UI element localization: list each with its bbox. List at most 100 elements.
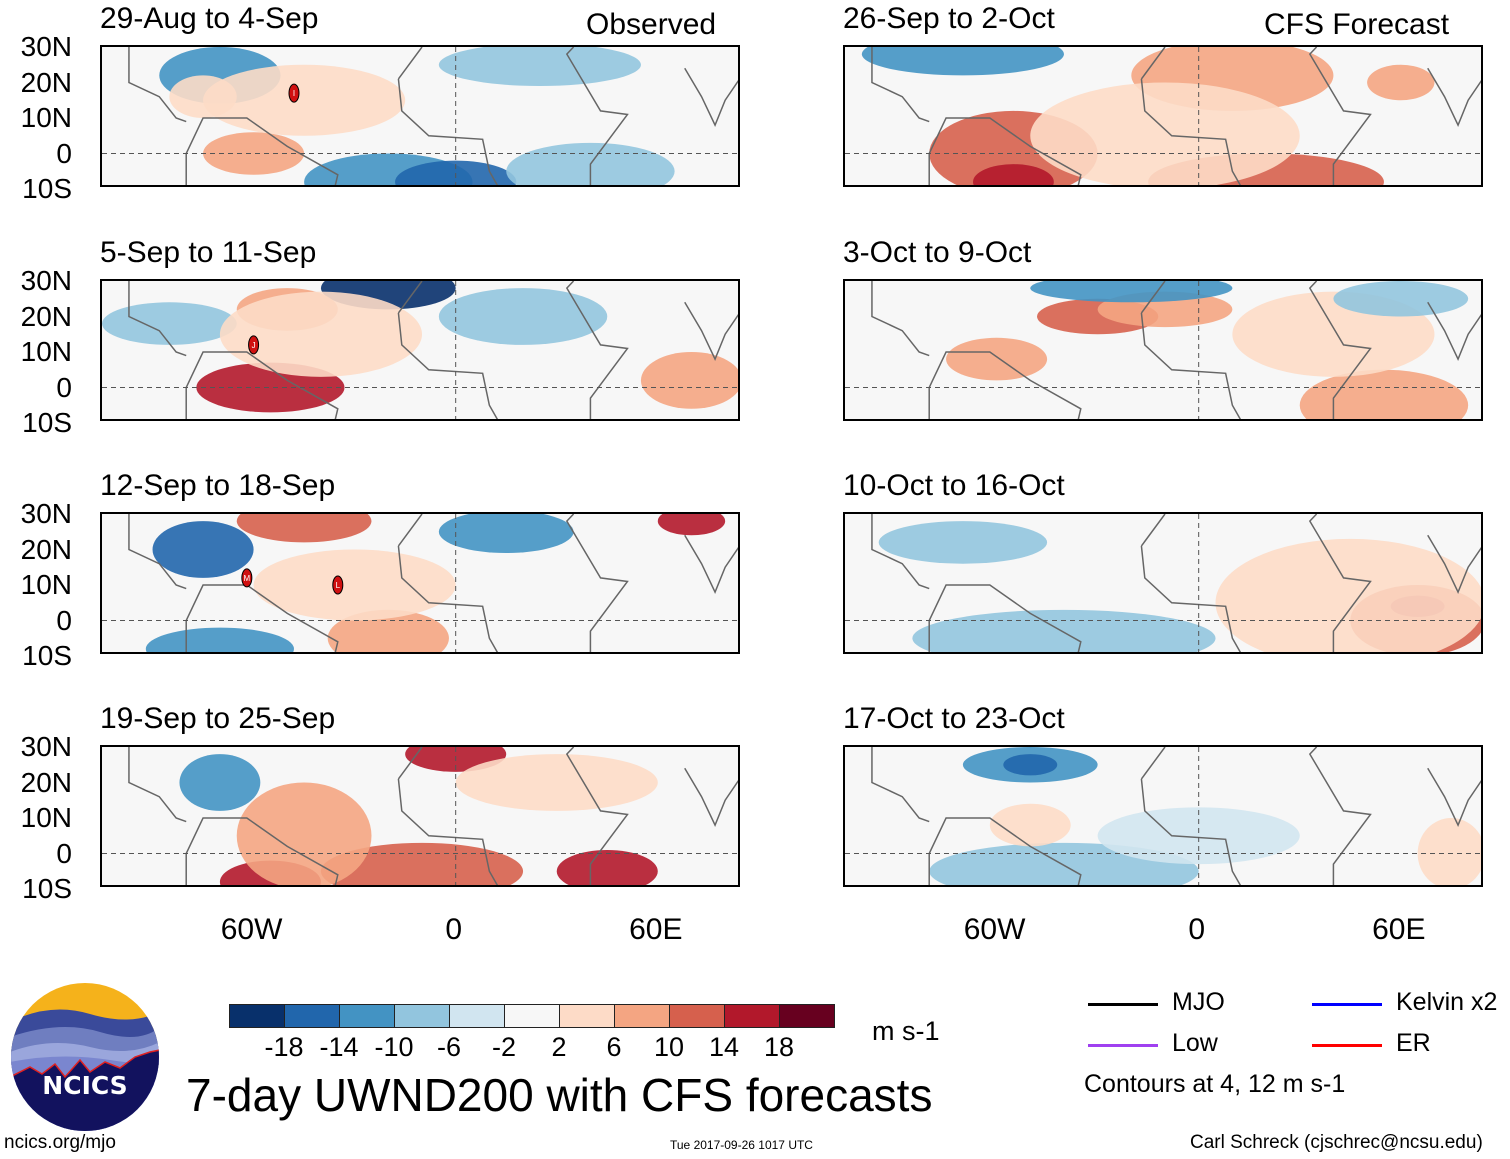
tropical-storm-icon: I xyxy=(288,83,300,103)
colorbar-swatch xyxy=(449,1004,505,1028)
lat-tick-label: 0 xyxy=(56,137,72,169)
anomaly-region xyxy=(1299,369,1469,419)
colorbar-swatch xyxy=(779,1004,835,1028)
anomaly-region xyxy=(179,754,261,811)
legend-label: ER xyxy=(1396,1029,1431,1057)
legend-swatch xyxy=(1088,1003,1158,1006)
contour-note: Contours at 4, 12 m s-1 xyxy=(1084,1070,1346,1098)
anomaly-region xyxy=(219,291,422,377)
anomaly-field xyxy=(845,747,1481,885)
timestamp: Tue 2017-09-26 1017 UTC xyxy=(670,1138,813,1152)
anomaly-region xyxy=(395,160,517,185)
colorbar-swatch xyxy=(339,1004,395,1028)
tropical-storm-icon: M xyxy=(241,568,253,588)
anomaly-region xyxy=(1367,64,1435,101)
lat-tick-label: 20N xyxy=(20,533,72,565)
anomaly-field xyxy=(845,281,1481,419)
anomaly-region xyxy=(1417,818,1481,885)
anomaly-region xyxy=(556,849,658,885)
lat-tick-label: 10N xyxy=(20,102,72,133)
forecast-header: CFS Forecast xyxy=(1264,8,1450,41)
colorbar-swatch xyxy=(284,1004,340,1028)
anomaly-field xyxy=(102,747,738,885)
map-panel xyxy=(843,45,1483,187)
lat-tick-label: 10S xyxy=(22,173,72,204)
legend-label: MJO xyxy=(1172,988,1225,1016)
colorbar-tick-label: 10 xyxy=(653,1032,685,1062)
tropical-storm-icon: J xyxy=(248,335,260,355)
lat-tick-label: 30N xyxy=(20,498,72,529)
panel-title: 29-Aug to 4-Sep xyxy=(100,2,319,35)
anomaly-field xyxy=(845,47,1481,185)
colorbar-tick-label: -18 xyxy=(264,1032,304,1062)
lat-tick-label: 20N xyxy=(20,300,72,332)
observed-header: Observed xyxy=(586,8,717,41)
panel-title: 19-Sep to 25-Sep xyxy=(100,702,336,735)
map-panel xyxy=(843,745,1483,887)
colorbar-tick-label: 14 xyxy=(708,1032,740,1062)
lon-tick-label: 60W xyxy=(963,913,1026,946)
lat-tick-label: 10N xyxy=(20,336,72,367)
anomaly-region xyxy=(1030,281,1233,303)
site-link[interactable]: ncics.org/mjo xyxy=(4,1132,116,1153)
tropical-storm-icon: L xyxy=(332,575,344,595)
lat-tick-label: 20N xyxy=(20,66,72,98)
author-credit: Carl Schreck (cjschrec@ncsu.edu) xyxy=(1190,1132,1483,1153)
legend-swatch xyxy=(1312,1003,1382,1006)
anomaly-region xyxy=(102,302,237,345)
lon-tick-label: 60E xyxy=(629,913,683,946)
anomaly-field: J xyxy=(102,281,738,419)
map-panel: J xyxy=(100,279,740,421)
anomaly-region xyxy=(973,164,1054,185)
logo-text: NCICS xyxy=(42,1071,127,1100)
colorbar-swatch xyxy=(614,1004,670,1028)
anomaly-region xyxy=(989,803,1071,847)
storm-label: J xyxy=(252,341,256,350)
anomaly-region xyxy=(657,514,726,536)
colorbar-swatch xyxy=(229,1004,285,1028)
map-panel xyxy=(843,279,1483,421)
anomaly-region xyxy=(203,132,305,175)
anomaly-field: I xyxy=(102,47,738,185)
panel-title: 5-Sep to 11-Sep xyxy=(100,236,317,269)
anomaly-region xyxy=(1003,754,1058,776)
storm-label: I xyxy=(293,89,295,98)
panel-title: 17-Oct to 23-Oct xyxy=(843,702,1065,735)
anomaly-region xyxy=(1097,807,1300,865)
panel-title: 26-Sep to 2-Oct xyxy=(843,2,1055,35)
panel-title: 10-Oct to 16-Oct xyxy=(843,469,1065,502)
colorbar-tick-label: 2 xyxy=(551,1032,567,1062)
colorbar-swatch xyxy=(504,1004,560,1028)
chart-title: 7-day UWND200 with CFS forecasts xyxy=(186,1069,933,1121)
colorbar-tick-label: -14 xyxy=(319,1032,359,1062)
lat-tick-label: 30N xyxy=(20,31,72,62)
lat-tick-label: 10S xyxy=(22,640,72,671)
legend-label: Kelvin x2 xyxy=(1396,988,1498,1016)
colorbar-tick-label: 18 xyxy=(763,1032,795,1062)
panel-title: 12-Sep to 18-Sep xyxy=(100,469,336,502)
lat-tick-label: 0 xyxy=(56,604,72,636)
lat-tick-label: 30N xyxy=(20,265,72,296)
anomaly-region xyxy=(203,64,406,136)
colorbar-swatch xyxy=(669,1004,725,1028)
anomaly-region xyxy=(878,521,1048,564)
anomaly-region xyxy=(1333,281,1469,317)
lat-tick-label: 20N xyxy=(20,766,72,798)
anomaly-region xyxy=(455,754,658,811)
colorbar-swatch xyxy=(559,1004,615,1028)
anomaly-region xyxy=(861,47,1064,76)
legend-swatch xyxy=(1088,1044,1158,1047)
colorbar-swatch xyxy=(394,1004,450,1028)
anomaly-field xyxy=(845,514,1481,652)
legend-label: Low xyxy=(1172,1029,1218,1057)
lon-tick-label: 0 xyxy=(1188,913,1206,946)
lat-tick-label: 10S xyxy=(22,873,72,904)
anomaly-region xyxy=(1215,538,1481,652)
anomaly-region xyxy=(253,549,456,621)
lat-tick-label: 10N xyxy=(20,802,72,833)
lon-tick-label: 60E xyxy=(1372,913,1426,946)
anomaly-region xyxy=(152,521,254,578)
colorbar-swatch xyxy=(724,1004,780,1028)
anomaly-region xyxy=(946,337,1048,381)
